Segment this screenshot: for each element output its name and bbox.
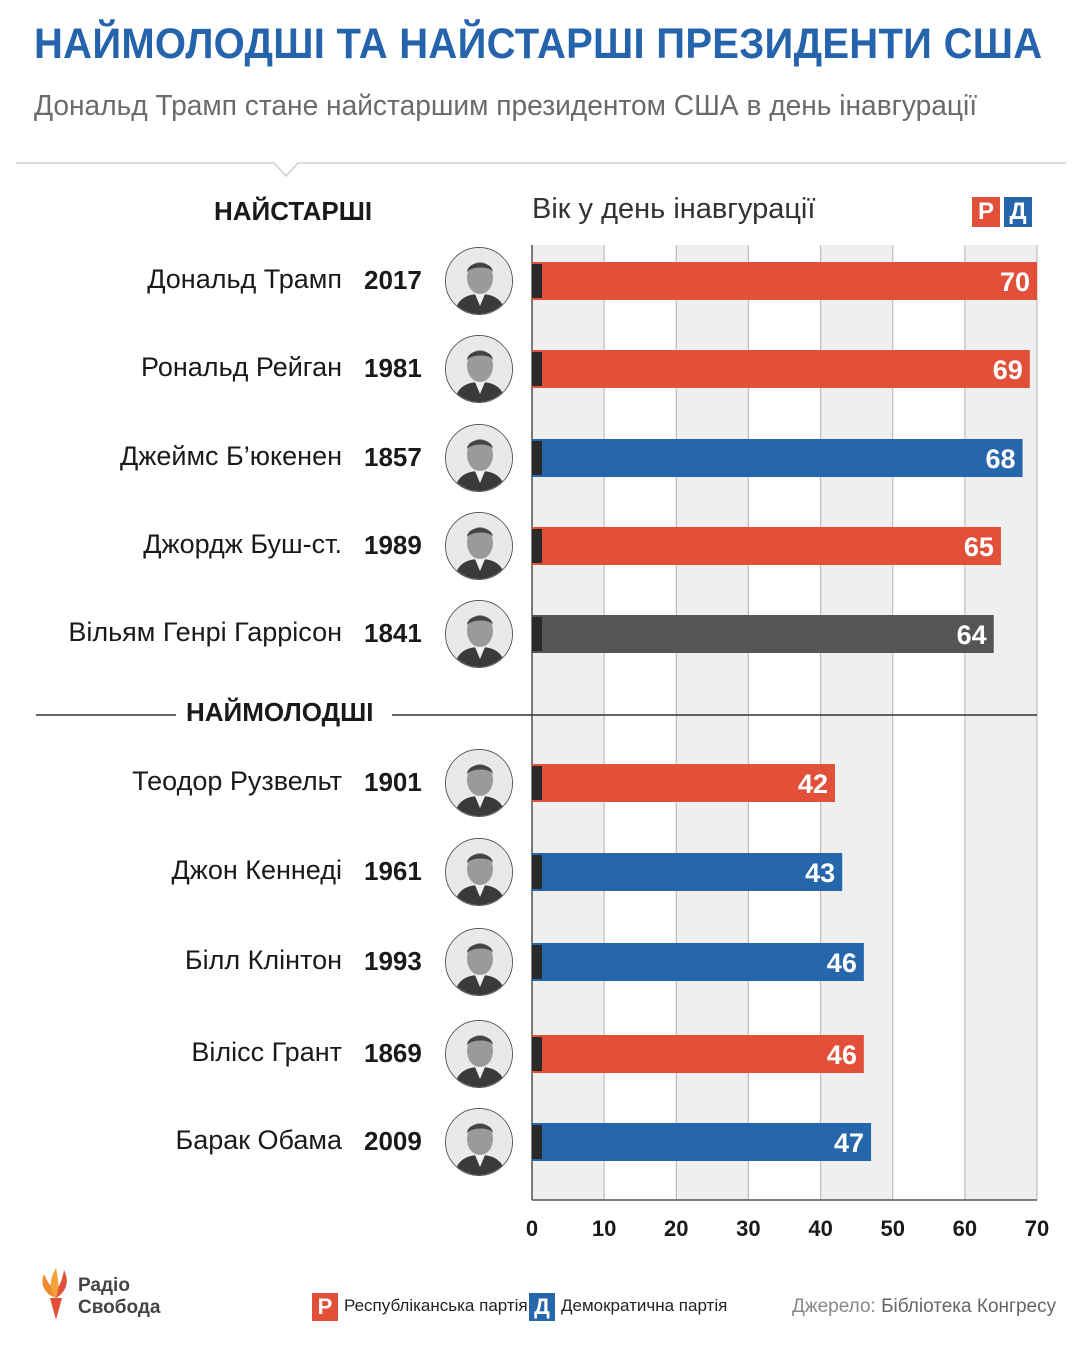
bar xyxy=(532,439,1023,477)
bar xyxy=(532,1035,864,1073)
bar-value-label: 46 xyxy=(827,1040,857,1070)
president-name: Дональд Трамп xyxy=(147,264,342,294)
bar xyxy=(532,853,843,891)
inauguration-year: 1961 xyxy=(364,856,422,886)
x-tick-label: 40 xyxy=(808,1216,832,1241)
kennedy-portrait-icon xyxy=(445,838,513,906)
president-name: Джон Кеннеді xyxy=(171,855,342,885)
roosevelt-portrait-icon xyxy=(445,749,513,817)
inauguration-year: 2017 xyxy=(364,265,422,295)
harrison-portrait-icon xyxy=(445,600,513,668)
legend-republican-label: Республіканська партія xyxy=(344,1296,528,1315)
bar-cap xyxy=(532,1125,542,1159)
legend-republican-swatch: Р xyxy=(312,1293,338,1321)
inauguration-year: 1841 xyxy=(364,618,422,648)
inauguration-year: 1981 xyxy=(364,353,422,383)
grant-portrait-icon xyxy=(445,1020,513,1088)
bar xyxy=(532,262,1037,300)
x-tick-label: 20 xyxy=(664,1216,688,1241)
bar-value-label: 69 xyxy=(993,355,1023,385)
bar-cap xyxy=(532,441,542,475)
legend-democratic-swatch: Д xyxy=(529,1293,555,1321)
bar-cap xyxy=(532,264,542,298)
bar xyxy=(532,1123,872,1161)
president-name: Вілісс Грант xyxy=(191,1037,342,1067)
x-tick-label: 10 xyxy=(592,1216,616,1241)
bar-cap xyxy=(532,945,542,979)
president-name: Теодор Рузвельт xyxy=(132,766,342,796)
president-name: Білл Клінтон xyxy=(184,945,342,975)
president-name: Рональд Рейган xyxy=(141,352,342,382)
buchanan-portrait-icon xyxy=(445,424,513,492)
president-name: Джордж Буш-ст. xyxy=(143,529,342,559)
clinton-portrait-icon xyxy=(445,928,513,996)
x-tick-label: 30 xyxy=(736,1216,760,1241)
bar-value-label: 43 xyxy=(805,858,835,888)
grid-band xyxy=(964,245,1037,1200)
bar-value-label: 70 xyxy=(1000,267,1030,297)
bush-portrait-icon xyxy=(445,512,513,580)
source-label: Джерело: xyxy=(792,1296,876,1317)
bar-value-label: 64 xyxy=(957,620,987,650)
bar-value-label: 47 xyxy=(834,1128,864,1158)
source-value: Бібліотека Конгресу xyxy=(881,1296,1057,1317)
inauguration-year: 1993 xyxy=(364,946,422,976)
bar-value-label: 46 xyxy=(827,948,857,978)
bar-cap xyxy=(532,855,542,889)
trump-portrait-icon xyxy=(445,247,513,315)
bar xyxy=(532,350,1030,388)
axis-caption: Вік у день інавгурації xyxy=(532,193,816,225)
bar-cap xyxy=(532,352,542,386)
bar-value-label: 68 xyxy=(986,444,1016,474)
source-note: Джерело: Бібліотека Конгресу xyxy=(792,1296,1056,1318)
reagan-portrait-icon xyxy=(445,335,513,403)
bar xyxy=(532,527,1001,565)
section-label-oldest: НАЙСТАРШІ xyxy=(214,196,373,226)
radio-svoboda-logo-icon xyxy=(42,1268,67,1320)
x-tick-label: 60 xyxy=(953,1216,977,1241)
section-label-youngest: НАЙМОЛОДШІ xyxy=(186,697,374,727)
inauguration-year: 1901 xyxy=(364,767,422,797)
president-name: Вільям Генрі Гаррісон xyxy=(68,617,342,647)
party-badge-d: Д xyxy=(1004,197,1032,227)
party-badge-r: Р xyxy=(972,197,1000,227)
bar xyxy=(532,615,994,653)
bar-value-label: 42 xyxy=(798,769,828,799)
president-name: Барак Обама xyxy=(175,1125,342,1155)
logo-line2: Свобода xyxy=(78,1297,161,1318)
inauguration-year: 1869 xyxy=(364,1038,422,1068)
bar-value-label: 65 xyxy=(964,532,994,562)
header-divider xyxy=(16,162,1066,178)
bar xyxy=(532,943,864,981)
inauguration-year: 1989 xyxy=(364,530,422,560)
x-tick-label: 50 xyxy=(880,1216,904,1241)
page-subtitle: Дональд Трамп стане найстаршим президент… xyxy=(34,90,978,122)
logo-line1: Радіо xyxy=(78,1275,130,1296)
bar xyxy=(532,764,835,802)
legend-democratic-label: Демократична партія xyxy=(561,1296,728,1315)
inauguration-year: 1857 xyxy=(364,442,422,472)
x-tick-label: 70 xyxy=(1025,1216,1049,1241)
bar-cap xyxy=(532,617,542,651)
bar-cap xyxy=(532,1037,542,1071)
x-tick-label: 0 xyxy=(526,1216,538,1241)
president-name: Джеймс Б’юкенен xyxy=(120,441,342,471)
obama-portrait-icon xyxy=(445,1108,513,1176)
grid-band xyxy=(892,245,965,1200)
bar-cap xyxy=(532,529,542,563)
page-title: НАЙМОЛОДШІ ТА НАЙСТАРШІ ПРЕЗИДЕНТИ США xyxy=(34,20,1043,68)
inauguration-year: 2009 xyxy=(364,1126,422,1156)
bar-cap xyxy=(532,766,542,800)
